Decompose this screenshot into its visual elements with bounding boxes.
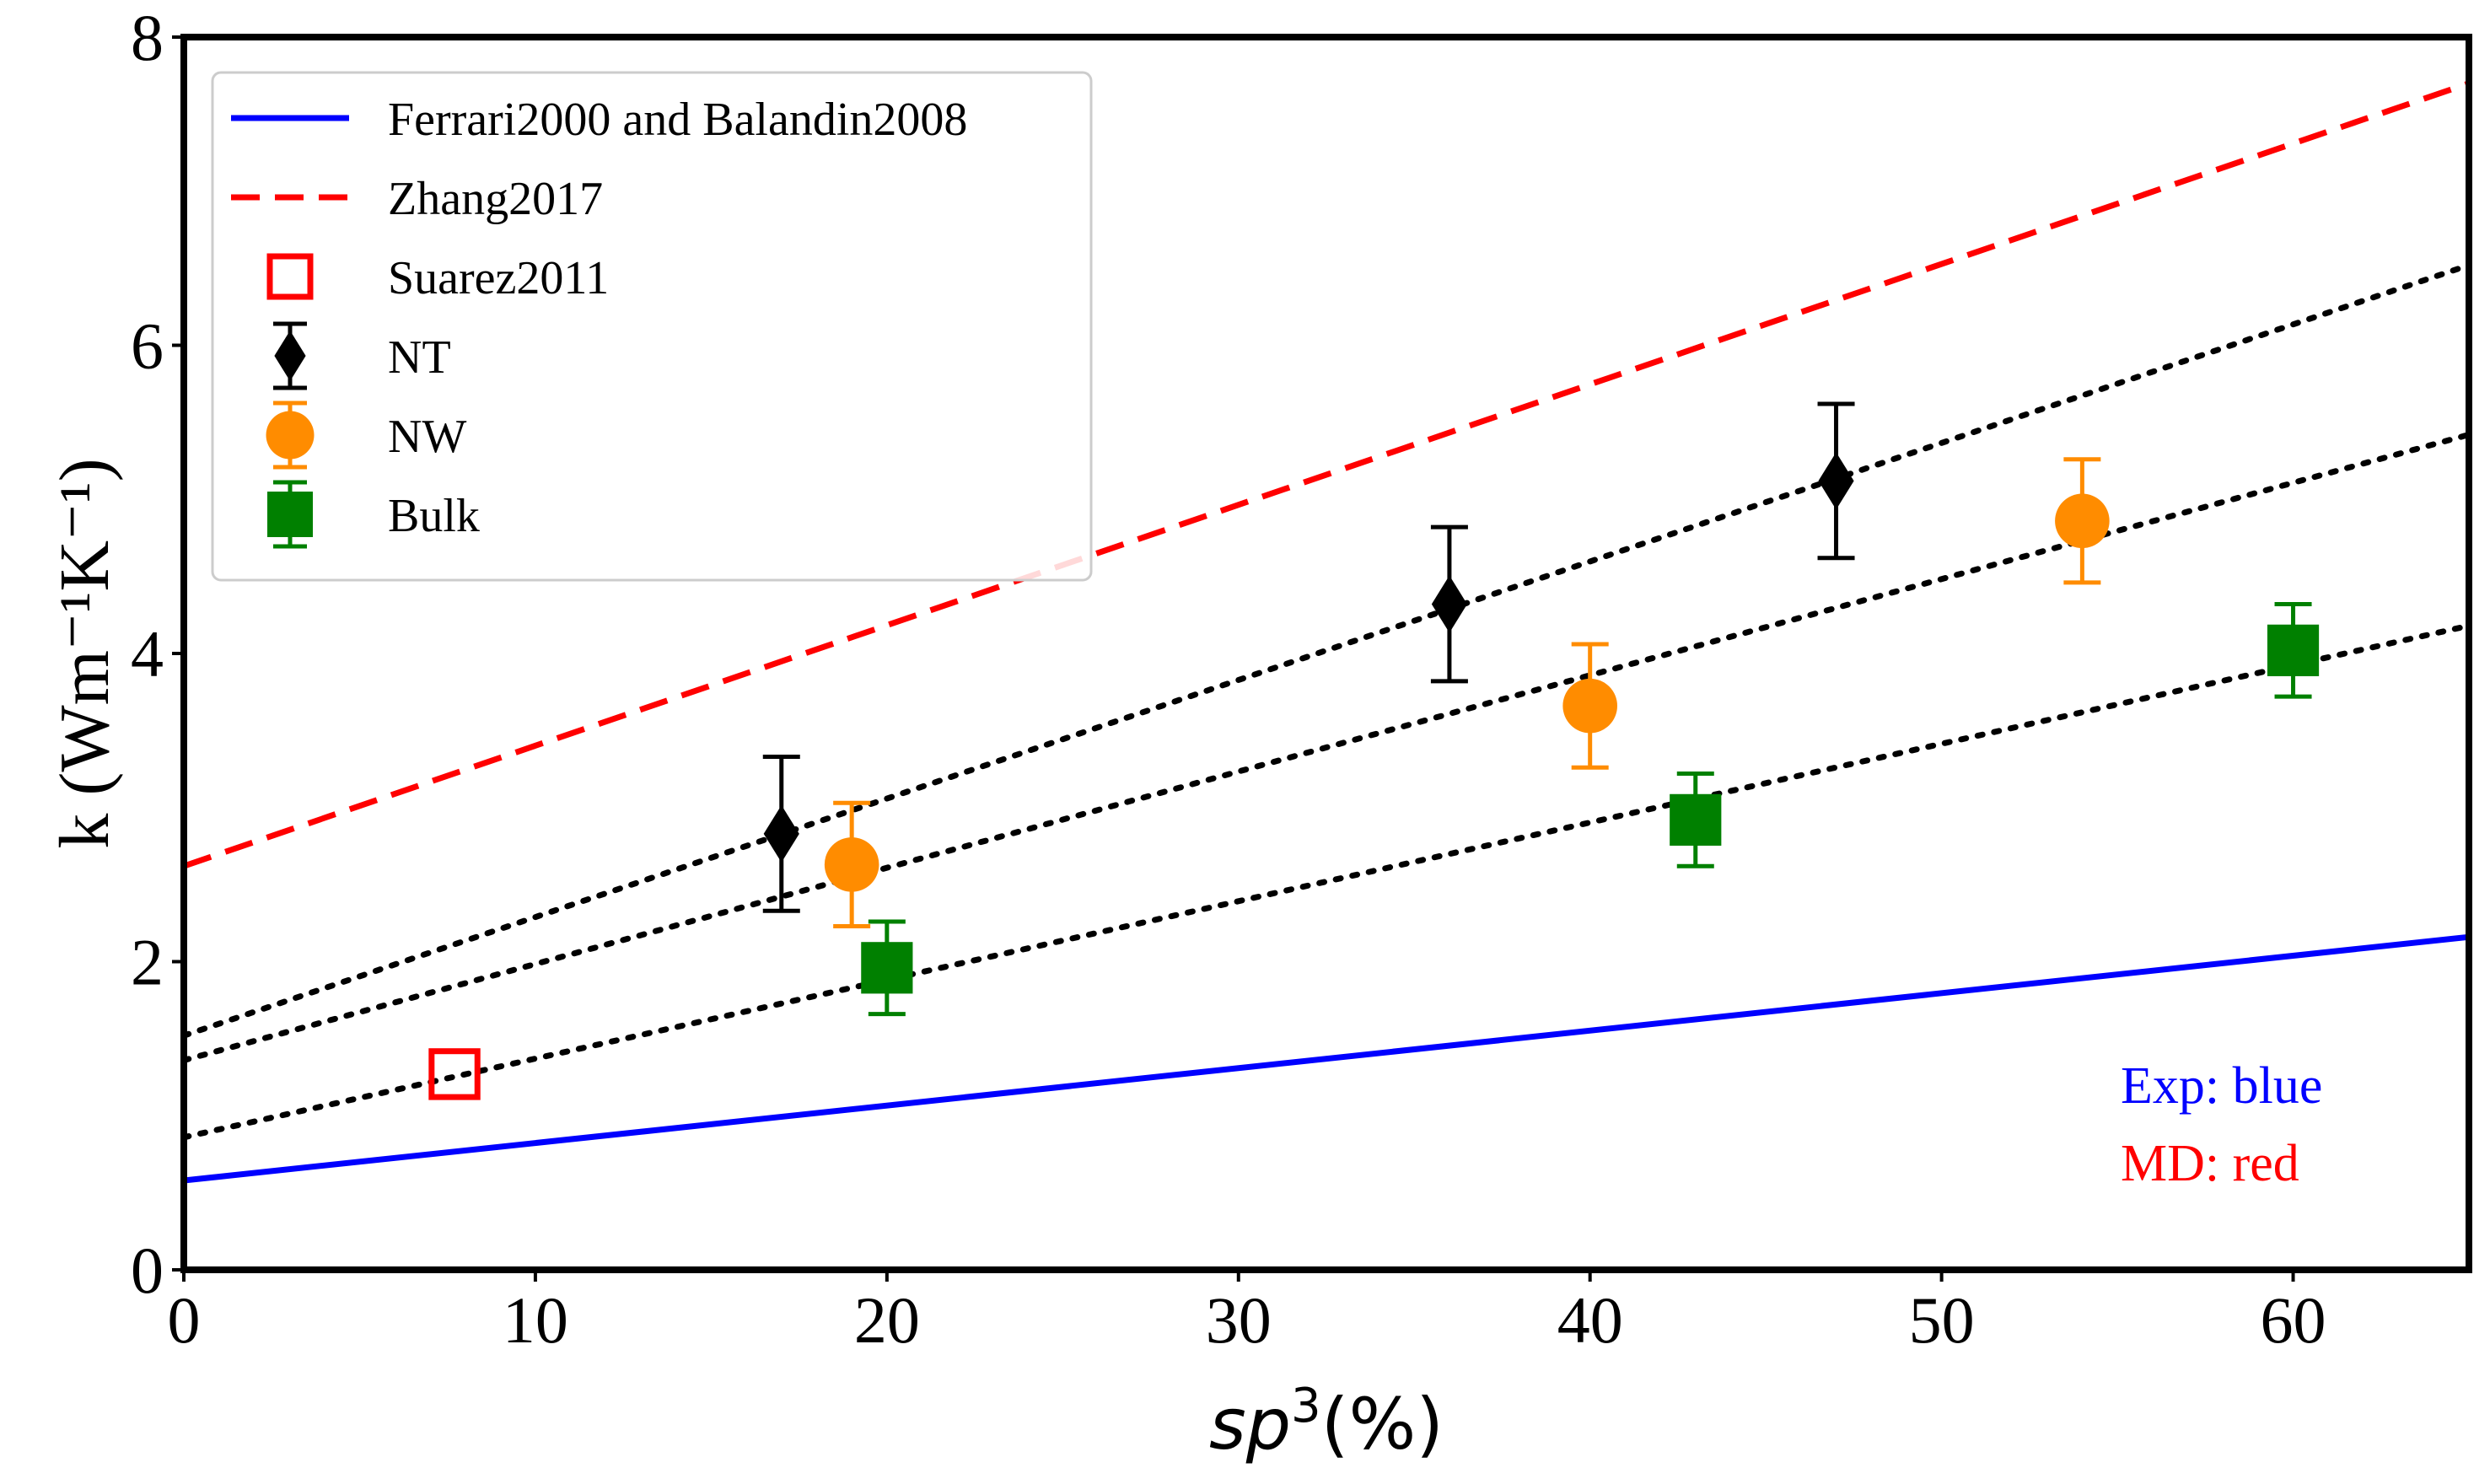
y-tick-label: 8 — [131, 1, 164, 74]
y-tick-label: 0 — [131, 1234, 164, 1307]
legend-swatch-bulk — [267, 492, 313, 537]
point-nw-2 — [1562, 642, 1617, 770]
legend-box — [211, 71, 1093, 582]
x-axis-title: sp3(%) — [1209, 1379, 1444, 1465]
legend-label-ferrari2000-and-balandin2008: Ferrari2000 and Balandin2008 — [388, 94, 967, 146]
legend-item-nt: NT — [273, 321, 451, 390]
marker-nt — [1818, 452, 1854, 510]
legend-item-nw: NW — [266, 401, 466, 470]
x-tick-label: 0 — [168, 1283, 201, 1357]
y-tick-label: 4 — [131, 617, 164, 691]
annotations: Exp: blue MD: red — [2121, 1057, 2322, 1192]
marker-nw — [824, 837, 879, 892]
point-suarez2011-1 — [428, 1048, 481, 1100]
legend-item-zhang2017: Zhang2017 — [231, 173, 603, 225]
x-tick-label: 60 — [2261, 1283, 2326, 1357]
legend-label-nw: NW — [388, 411, 466, 463]
legend-label-zhang2017: Zhang2017 — [388, 173, 603, 225]
line-zhang2017 — [184, 80, 2469, 869]
point-nw-1 — [824, 800, 879, 928]
marker-nt — [763, 804, 799, 863]
annotation-2: MD: red — [2121, 1135, 2299, 1192]
y-tick-label: 6 — [131, 309, 164, 383]
y-axis-title: k (Wm⁻¹K⁻¹) — [46, 458, 124, 848]
legend-swatch-nw — [266, 411, 315, 460]
legend-label-bulk: Bulk — [388, 490, 480, 542]
legend-item-ferrari2000-and-balandin2008: Ferrari2000 and Balandin2008 — [231, 94, 967, 146]
legend-swatch-suarez2011 — [266, 253, 314, 300]
marker-bulk — [2267, 624, 2320, 676]
legend-label-suarez2011: Suarez2011 — [388, 252, 609, 304]
data-points — [428, 401, 2320, 1100]
line-bulk-fit — [184, 622, 2469, 1141]
legend-item-suarez2011: Suarez2011 — [266, 252, 609, 304]
point-nt-2 — [1430, 524, 1468, 684]
x-tick-label: 20 — [854, 1283, 920, 1357]
x-tick-label: 40 — [1557, 1283, 1623, 1357]
annotation-1: Exp: blue — [2121, 1057, 2322, 1115]
legend-item-bulk: Bulk — [267, 480, 480, 549]
x-axis-title-sup: 3 — [1291, 1379, 1321, 1433]
y-tick-label: 2 — [131, 926, 164, 999]
point-bulk-1 — [861, 919, 913, 1017]
marker-suarez2011 — [428, 1048, 481, 1100]
marker-nw — [1562, 678, 1617, 734]
point-nt-3 — [1817, 401, 1855, 561]
line-ferrari2000-and-balandin2008 — [184, 933, 2469, 1184]
point-bulk-3 — [2267, 602, 2320, 699]
line-nt-fit — [184, 261, 2469, 1039]
point-bulk-2 — [1670, 772, 1722, 868]
point-nw-3 — [2055, 457, 2110, 585]
marker-bulk — [1670, 793, 1722, 846]
legend: Ferrari2000 and Balandin2008 Zhang2017 Sua… — [211, 71, 1093, 582]
x-axis-title-rest: (%) — [1321, 1383, 1444, 1465]
marker-bulk — [861, 942, 913, 994]
marker-nw — [2055, 493, 2110, 549]
x-tick-label: 30 — [1206, 1283, 1272, 1357]
point-nt-1 — [762, 754, 800, 913]
x-axis-title-base: sp — [1209, 1383, 1291, 1465]
axis-ticks: 0 10 20 30 40 50 60 0 2 4 6 8 — [131, 1, 2326, 1357]
legend-swatch-nt — [274, 331, 306, 381]
x-tick-label: 10 — [503, 1283, 568, 1357]
x-tick-label: 50 — [1909, 1283, 1975, 1357]
marker-nt — [1431, 575, 1468, 633]
legend-label-nt: NT — [388, 331, 451, 384]
